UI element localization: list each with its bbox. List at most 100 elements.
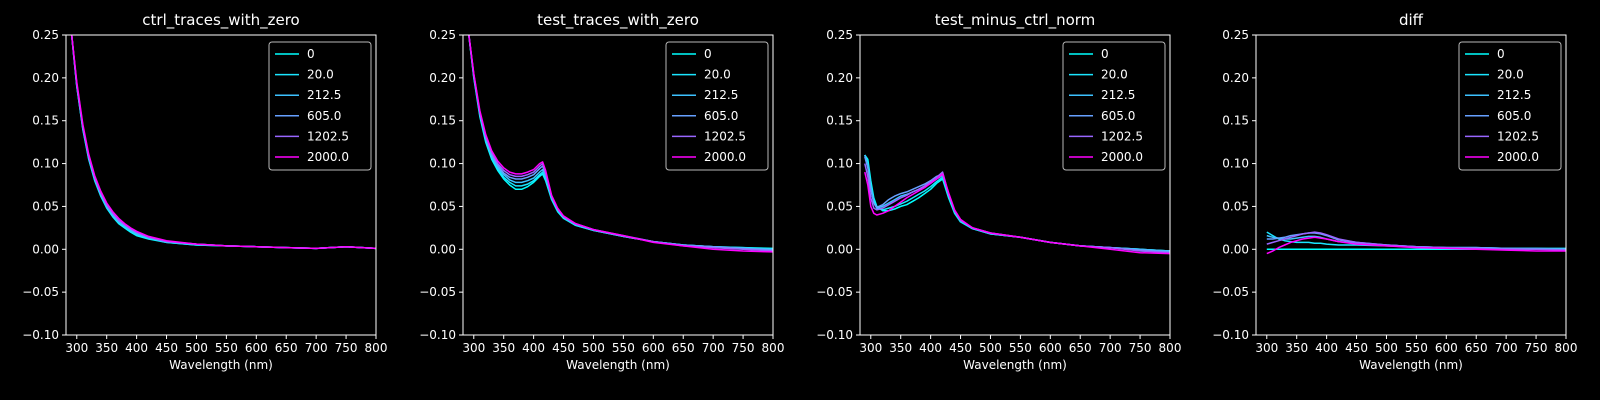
x-tick-label: 800 (1555, 341, 1578, 355)
legend: 0 20.0 212.5 605.0 1202.5 2000.0 (1458, 41, 1562, 171)
x-tick-label: 550 (215, 341, 238, 355)
x-tick-label: 300 (462, 341, 485, 355)
y-tick-label: 0.10 (32, 157, 59, 171)
axes-frame (462, 34, 774, 336)
y-tick-label: −0.05 (816, 285, 853, 299)
legend-label: 20.0 (1497, 68, 1524, 82)
x-tick-label: 750 (1129, 341, 1152, 355)
x-tick-label: 700 (1099, 341, 1122, 355)
x-tick-label: 350 (492, 341, 515, 355)
legend-label: 2000.0 (1101, 150, 1143, 164)
axes-frame (1255, 34, 1567, 336)
x-tick-label: 300 (1255, 341, 1278, 355)
y-tick-label: 0.20 (826, 71, 853, 85)
x-tick-label: 500 (582, 341, 605, 355)
x-tick-label: 350 (889, 341, 912, 355)
x-tick-label: 350 (1285, 341, 1308, 355)
axes-frame (859, 34, 1171, 336)
chart-title: test_minus_ctrl_norm (935, 11, 1096, 30)
legend: 0 20.0 212.5 605.0 1202.5 2000.0 (268, 41, 372, 171)
x-tick-label: 400 (1315, 341, 1338, 355)
x-tick-label: 300 (859, 341, 882, 355)
x-tick-label: 550 (1009, 341, 1032, 355)
legend-label: 605.0 (1101, 109, 1135, 123)
series-line-2000.0 (864, 171, 1170, 255)
x-tick-label: 600 (1039, 341, 1062, 355)
x-tick-label: 450 (552, 341, 575, 355)
legend-label: 20.0 (307, 68, 334, 82)
x-tick-label: 750 (1525, 341, 1548, 355)
legend: 0 20.0 212.5 605.0 1202.5 2000.0 (1062, 41, 1166, 171)
x-tick-label: 800 (762, 341, 785, 355)
x-tick-label: 400 (919, 341, 942, 355)
legend-label: 212.5 (1101, 88, 1135, 102)
x-tick-label: 650 (275, 341, 298, 355)
x-tick-label: 500 (1375, 341, 1398, 355)
y-tick-label: −0.05 (22, 285, 59, 299)
legend-label: 0 (704, 47, 712, 61)
x-tick-label: 350 (95, 341, 118, 355)
legend-label: 2000.0 (1497, 150, 1539, 164)
x-tick-label: 550 (612, 341, 635, 355)
legend-label: 605.0 (307, 109, 341, 123)
y-tick-label: 0.25 (1222, 28, 1249, 42)
x-tick-label: 550 (1405, 341, 1428, 355)
x-axis-label: Wavelength (nm) (963, 358, 1067, 372)
x-tick-label: 650 (1069, 341, 1092, 355)
series-group (468, 35, 773, 253)
subplot-1: −0.10 −0.05 0.00 0.05 0.10 0.15 0.20 0.25 300 350… (22, 11, 387, 372)
x-tick-label: 300 (65, 341, 88, 355)
legend-label: 1202.5 (704, 129, 746, 143)
x-tick-label: 600 (245, 341, 268, 355)
y-tick-label: −0.10 (22, 328, 59, 342)
y-tick-label: 0.00 (1222, 242, 1249, 256)
subplot-4: −0.10 −0.05 0.00 0.05 0.10 0.15 0.20 0.25 300 350… (1212, 11, 1577, 372)
x-tick-label: 700 (702, 341, 725, 355)
x-tick-label: 400 (125, 341, 148, 355)
series-line-2000.0 (468, 35, 773, 253)
legend-label: 0 (1497, 47, 1505, 61)
legend-label: 20.0 (1101, 68, 1128, 82)
x-tick-label: 650 (672, 341, 695, 355)
y-tick-label: 0.25 (429, 28, 456, 42)
y-tick-label: 0.00 (826, 242, 853, 256)
y-tick-label: 0.10 (1222, 157, 1249, 171)
x-tick-label: 750 (335, 341, 358, 355)
x-tick-label: 500 (185, 341, 208, 355)
chart-title: test_traces_with_zero (537, 11, 699, 30)
x-tick-label: 750 (732, 341, 755, 355)
y-tick-label: 0.20 (429, 71, 456, 85)
chart-title: diff (1399, 11, 1424, 29)
legend-label: 605.0 (704, 109, 738, 123)
subplot-2: −0.10 −0.05 0.00 0.05 0.10 0.15 0.20 0.25 300 350… (419, 11, 784, 372)
x-tick-label: 400 (522, 341, 545, 355)
x-axis-label: Wavelength (nm) (169, 358, 273, 372)
x-axis-label: Wavelength (nm) (1359, 358, 1463, 372)
x-tick-label: 700 (305, 341, 328, 355)
y-tick-label: 0.05 (429, 199, 456, 213)
x-tick-label: 450 (949, 341, 972, 355)
y-tick-label: 0.15 (1222, 114, 1249, 128)
series-group (70, 35, 376, 250)
legend-label: 212.5 (1497, 88, 1531, 102)
x-tick-label: 500 (979, 341, 1002, 355)
legend-label: 1202.5 (1497, 129, 1539, 143)
y-tick-label: 0.05 (826, 199, 853, 213)
series-line-2000.0 (1266, 236, 1566, 255)
y-tick-label: 0.15 (32, 114, 59, 128)
y-tick-label: −0.10 (1212, 328, 1249, 342)
x-tick-label: 800 (1159, 341, 1182, 355)
subplot-3: −0.10 −0.05 0.00 0.05 0.10 0.15 0.20 0.25 300 350… (816, 11, 1181, 372)
x-tick-label: 600 (1435, 341, 1458, 355)
y-tick-label: 0.05 (1222, 199, 1249, 213)
y-tick-label: 0.10 (826, 157, 853, 171)
y-tick-label: −0.10 (419, 328, 456, 342)
y-tick-label: −0.10 (816, 328, 853, 342)
legend: 0 20.0 212.5 605.0 1202.5 2000.0 (665, 41, 769, 171)
y-tick-label: 0.00 (32, 242, 59, 256)
legend-label: 212.5 (307, 88, 341, 102)
y-tick-label: 0.25 (826, 28, 853, 42)
legend-label: 0 (307, 47, 315, 61)
series-group (1266, 231, 1566, 255)
y-tick-label: 0.00 (429, 242, 456, 256)
